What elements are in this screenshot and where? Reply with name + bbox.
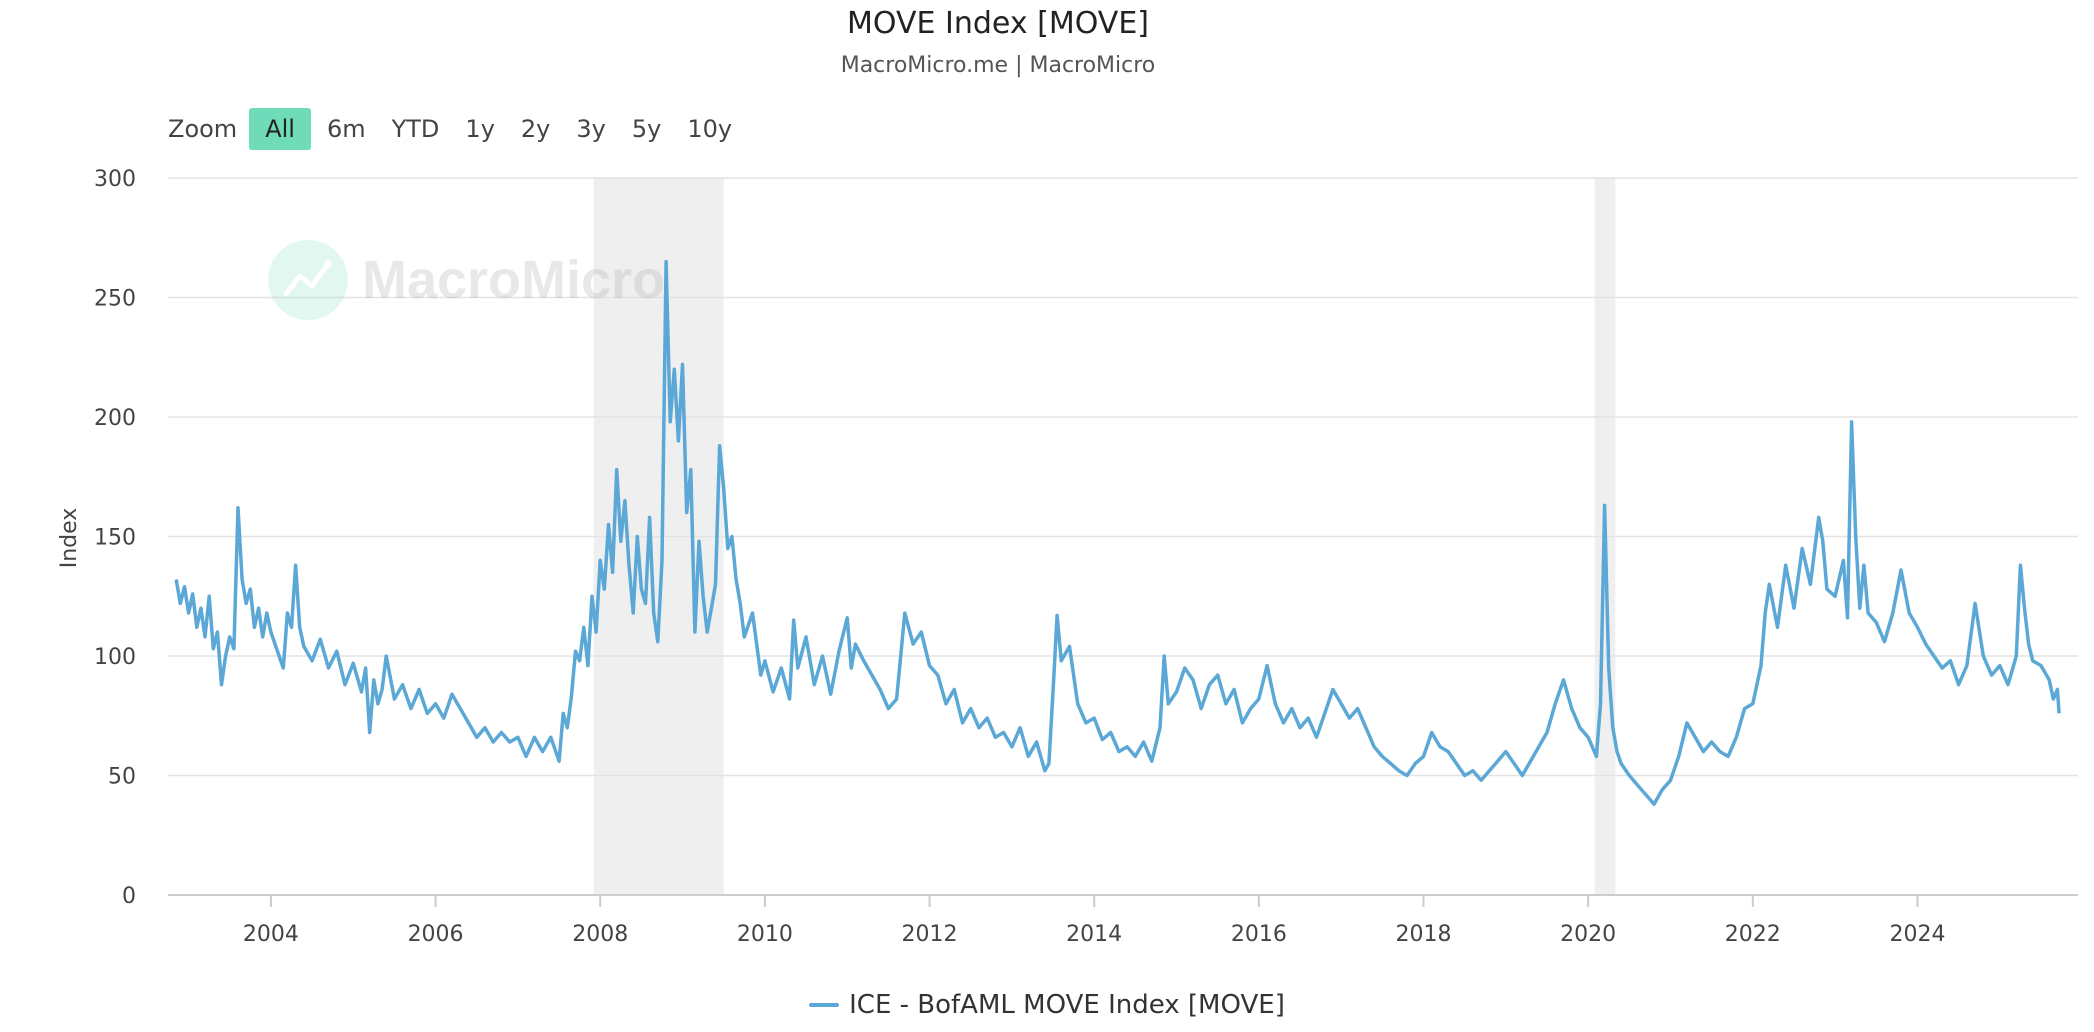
y-tick-label-0: 0 [122, 884, 136, 909]
zoom-button-3y[interactable]: 3y [576, 115, 606, 143]
series-line-move-index[interactable] [174, 259, 2061, 806]
y-tick-label-300: 300 [94, 167, 136, 192]
axes: 0 50 100 150 200 250 300 2004 2006 2008 2010 2012 20… [94, 167, 2078, 947]
x-tick-label-2020: 2020 [1560, 922, 1616, 947]
watermark: MacroMicro [268, 240, 665, 320]
zoom-button-10y[interactable]: 10y [687, 115, 733, 143]
zoom-button-6m[interactable]: 6m [326, 115, 366, 143]
chart-plot[interactable]: MacroMicro 0 50 100 150 200 250 300 2004 2006 200… [0, 0, 2094, 980]
x-tick-label-2006: 2006 [408, 922, 464, 947]
legend-swatch-icon [809, 1003, 840, 1007]
watermark-dot-icon [324, 260, 332, 268]
x-tick-label-2004: 2004 [243, 922, 299, 947]
y-tick-label-100: 100 [94, 645, 136, 670]
x-tick-label-2016: 2016 [1231, 922, 1287, 947]
legend-item[interactable]: ICE - BofAML MOVE Index [MOVE] [809, 990, 1285, 1020]
watermark-text: MacroMicro [362, 250, 665, 310]
x-tick-label-2014: 2014 [1066, 922, 1122, 947]
zoom-button-5y[interactable]: 5y [631, 115, 662, 143]
y-tick-label-50: 50 [108, 765, 136, 790]
legend-label: ICE - BofAML MOVE Index [MOVE] [849, 990, 1285, 1020]
zoom-button-ytd[interactable]: YTD [391, 115, 440, 143]
x-tick-label-2008: 2008 [572, 922, 628, 947]
chart-subtitle: MacroMicro.me | MacroMicro [840, 53, 1156, 78]
y-tick-label-150: 150 [94, 526, 136, 551]
legend: ICE - BofAML MOVE Index [MOVE] [0, 990, 2094, 1020]
zoom-label: Zoom [168, 115, 238, 143]
zoom-button-1y[interactable]: 1y [465, 115, 495, 143]
x-tick-label-2024: 2024 [1889, 922, 1945, 947]
zoom-controls: Zoom All 6m YTD 1y 2y 3y 5y 10y [168, 108, 748, 150]
zoom-button-all[interactable]: All [249, 108, 311, 150]
y-axis-label: Index [57, 508, 82, 569]
watermark-trend-icon [283, 261, 331, 297]
y-gridlines [168, 177, 2078, 777]
y-tick-label-250: 250 [94, 287, 136, 312]
x-tick-label-2018: 2018 [1395, 922, 1451, 947]
chart-title: MOVE Index [MOVE] [847, 6, 1149, 41]
x-tick-label-2012: 2012 [902, 922, 958, 947]
watermark-logo-icon [268, 240, 348, 320]
x-tick-label-2010: 2010 [737, 922, 793, 947]
zoom-button-2y[interactable]: 2y [520, 115, 551, 143]
y-tick-label-200: 200 [94, 406, 136, 431]
x-tick-label-2022: 2022 [1725, 922, 1781, 947]
